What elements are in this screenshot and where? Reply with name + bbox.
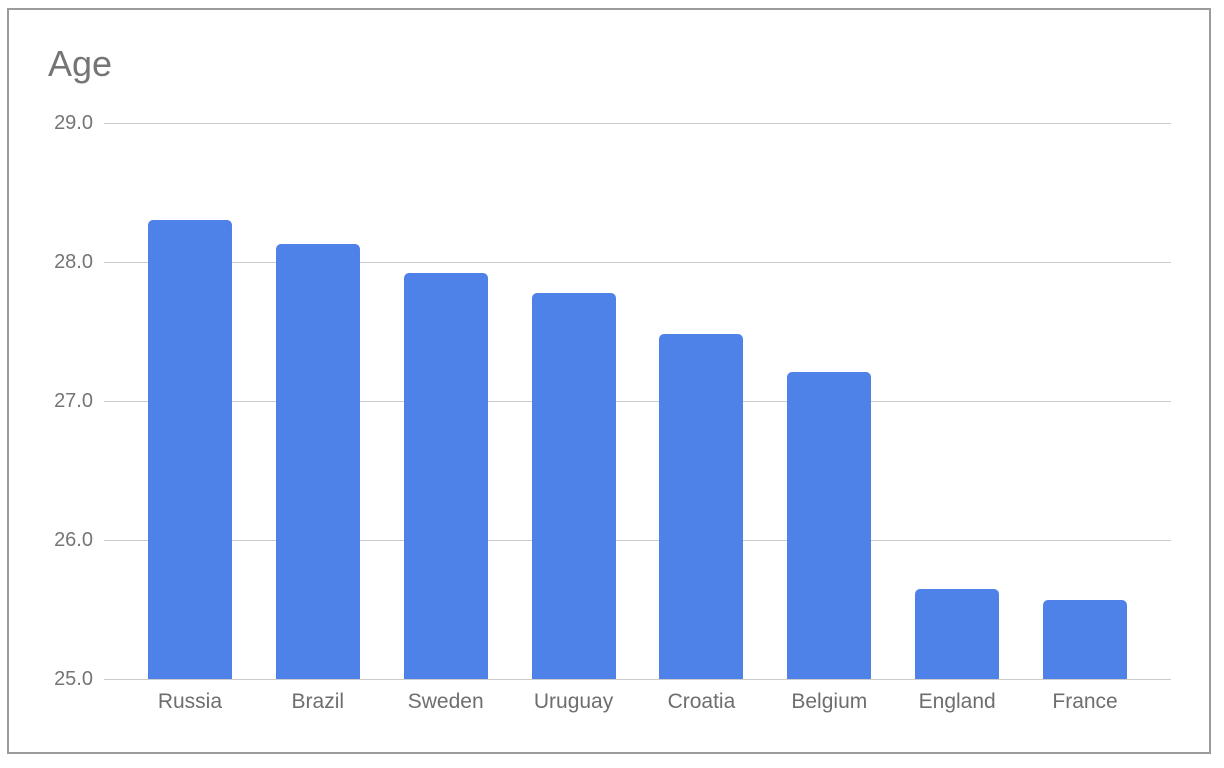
- x-axis: Russia Brazil Sweden Uruguay Croatia Belgium E…: [126, 688, 1149, 718]
- x-axis-label-uruguay: Uruguay: [533, 690, 614, 713]
- x-axis-label-belgium: Belgium: [791, 690, 868, 713]
- bars-group: [126, 123, 1149, 679]
- bar-belgium: [787, 372, 872, 679]
- bar-slot-russia: [126, 123, 254, 679]
- plot-area: [104, 123, 1171, 680]
- x-axis-label-france: France: [1052, 690, 1118, 713]
- gridline: [104, 401, 1171, 402]
- bar-slot-croatia: [638, 123, 766, 679]
- bar-slot-brazil: [254, 123, 382, 679]
- gridline: [104, 540, 1171, 541]
- y-axis-tick-label: 27.0: [54, 390, 93, 412]
- x-axis-label-england: England: [918, 690, 996, 713]
- bar-uruguay: [531, 293, 616, 679]
- y-axis-tick-label: 28.0: [54, 251, 93, 273]
- y-axis-tick-label: 29.0: [54, 112, 93, 134]
- bar-slot-england: [893, 123, 1021, 679]
- bar-england: [915, 589, 1000, 679]
- y-axis: 29.0 28.0 27.0 26.0 25.0: [20, 0, 93, 768]
- bar-slot-belgium: [765, 123, 893, 679]
- bar-slot-uruguay: [510, 123, 638, 679]
- chart-title: Age: [48, 43, 113, 84]
- bar-sweden: [403, 273, 488, 679]
- bar-croatia: [659, 334, 744, 679]
- y-axis-tick-label: 26.0: [54, 529, 93, 551]
- gridline: [104, 262, 1171, 263]
- bar-slot-sweden: [382, 123, 510, 679]
- bar-france: [1043, 600, 1128, 679]
- gridline: [104, 123, 1171, 124]
- bar-russia: [147, 220, 232, 679]
- x-axis-label-croatia: Croatia: [667, 690, 736, 713]
- bar-slot-france: [1021, 123, 1149, 679]
- x-axis-label-russia: Russia: [157, 690, 223, 713]
- bar-brazil: [275, 244, 360, 679]
- x-axis-label-brazil: Brazil: [291, 690, 345, 713]
- gridline: [104, 679, 1171, 680]
- y-axis-tick-label: 25.0: [54, 668, 93, 690]
- x-axis-label-sweden: Sweden: [407, 690, 484, 713]
